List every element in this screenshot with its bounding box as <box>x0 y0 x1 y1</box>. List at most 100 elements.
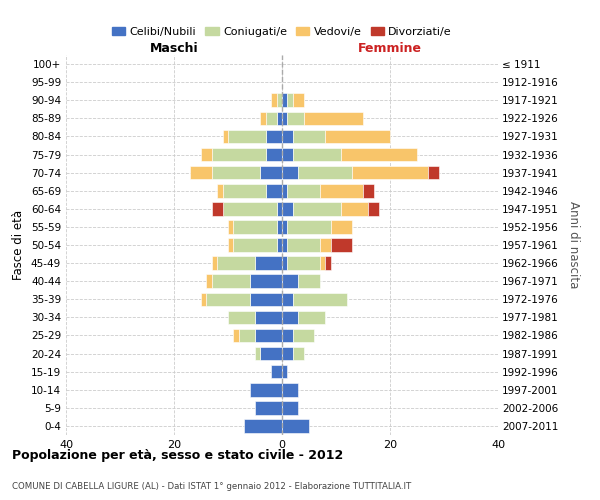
Bar <box>293 148 341 162</box>
Bar <box>228 310 255 324</box>
Bar <box>341 202 368 215</box>
Bar <box>233 220 277 234</box>
Bar <box>260 166 282 179</box>
Bar <box>282 347 293 360</box>
Bar <box>239 328 255 342</box>
Bar <box>287 220 331 234</box>
Bar <box>325 256 331 270</box>
Bar <box>250 292 282 306</box>
Bar <box>282 310 298 324</box>
Bar <box>325 130 390 143</box>
Bar <box>223 130 228 143</box>
Bar <box>298 274 320 288</box>
Y-axis label: Anni di nascita: Anni di nascita <box>567 202 580 288</box>
Bar <box>282 256 287 270</box>
Bar <box>201 292 206 306</box>
Bar <box>277 94 282 107</box>
Bar <box>212 202 223 215</box>
Bar <box>228 238 233 252</box>
Bar <box>282 383 298 396</box>
Bar <box>255 347 260 360</box>
Bar <box>363 184 374 198</box>
Bar <box>228 220 233 234</box>
Bar <box>282 94 287 107</box>
Bar <box>212 166 260 179</box>
Bar <box>320 184 363 198</box>
Bar <box>298 310 325 324</box>
Bar <box>282 238 287 252</box>
Bar <box>250 383 282 396</box>
Bar <box>271 365 282 378</box>
Bar <box>304 112 363 125</box>
Bar <box>266 184 282 198</box>
Bar <box>201 148 212 162</box>
Bar <box>282 401 298 414</box>
Bar <box>331 238 352 252</box>
Bar <box>190 166 212 179</box>
Bar <box>206 274 212 288</box>
Bar <box>341 148 417 162</box>
Text: Popolazione per età, sesso e stato civile - 2012: Popolazione per età, sesso e stato civil… <box>12 450 343 462</box>
Bar <box>282 148 293 162</box>
Bar <box>282 166 298 179</box>
Bar <box>282 365 287 378</box>
Bar <box>255 401 282 414</box>
Bar <box>293 202 341 215</box>
Bar <box>266 130 282 143</box>
Text: Femmine: Femmine <box>358 42 422 55</box>
Bar <box>277 238 282 252</box>
Bar <box>266 148 282 162</box>
Bar <box>352 166 428 179</box>
Bar <box>260 112 266 125</box>
Bar <box>271 94 277 107</box>
Bar <box>282 274 298 288</box>
Bar <box>255 310 282 324</box>
Bar <box>223 202 277 215</box>
Bar <box>331 220 352 234</box>
Bar <box>228 130 266 143</box>
Bar <box>206 292 250 306</box>
Bar <box>298 166 352 179</box>
Bar <box>223 184 266 198</box>
Bar <box>282 112 287 125</box>
Bar <box>277 202 282 215</box>
Bar <box>277 220 282 234</box>
Bar <box>293 292 347 306</box>
Bar <box>244 419 282 432</box>
Bar <box>368 202 379 215</box>
Bar <box>250 274 282 288</box>
Bar <box>287 112 304 125</box>
Bar <box>282 292 293 306</box>
Bar <box>260 347 282 360</box>
Bar <box>293 347 304 360</box>
Bar <box>320 256 325 270</box>
Bar <box>287 184 320 198</box>
Bar <box>212 256 217 270</box>
Bar <box>255 256 282 270</box>
Bar <box>233 328 239 342</box>
Bar <box>428 166 439 179</box>
Bar <box>282 202 293 215</box>
Bar <box>293 130 325 143</box>
Bar <box>282 130 293 143</box>
Bar <box>293 94 304 107</box>
Bar <box>282 184 287 198</box>
Bar <box>212 148 266 162</box>
Bar <box>217 184 223 198</box>
Bar <box>287 238 320 252</box>
Bar <box>233 238 277 252</box>
Bar <box>287 256 320 270</box>
Bar <box>287 94 293 107</box>
Bar <box>282 220 287 234</box>
Bar <box>320 238 331 252</box>
Bar <box>277 112 282 125</box>
Bar <box>217 256 255 270</box>
Text: COMUNE DI CABELLA LIGURE (AL) - Dati ISTAT 1° gennaio 2012 - Elaborazione TUTTIT: COMUNE DI CABELLA LIGURE (AL) - Dati IST… <box>12 482 411 491</box>
Text: Maschi: Maschi <box>149 42 199 55</box>
Bar <box>293 328 314 342</box>
Legend: Celibi/Nubili, Coniugati/e, Vedovi/e, Divorziati/e: Celibi/Nubili, Coniugati/e, Vedovi/e, Di… <box>107 22 457 42</box>
Bar <box>255 328 282 342</box>
Bar <box>282 419 309 432</box>
Bar <box>282 328 293 342</box>
Y-axis label: Fasce di età: Fasce di età <box>13 210 25 280</box>
